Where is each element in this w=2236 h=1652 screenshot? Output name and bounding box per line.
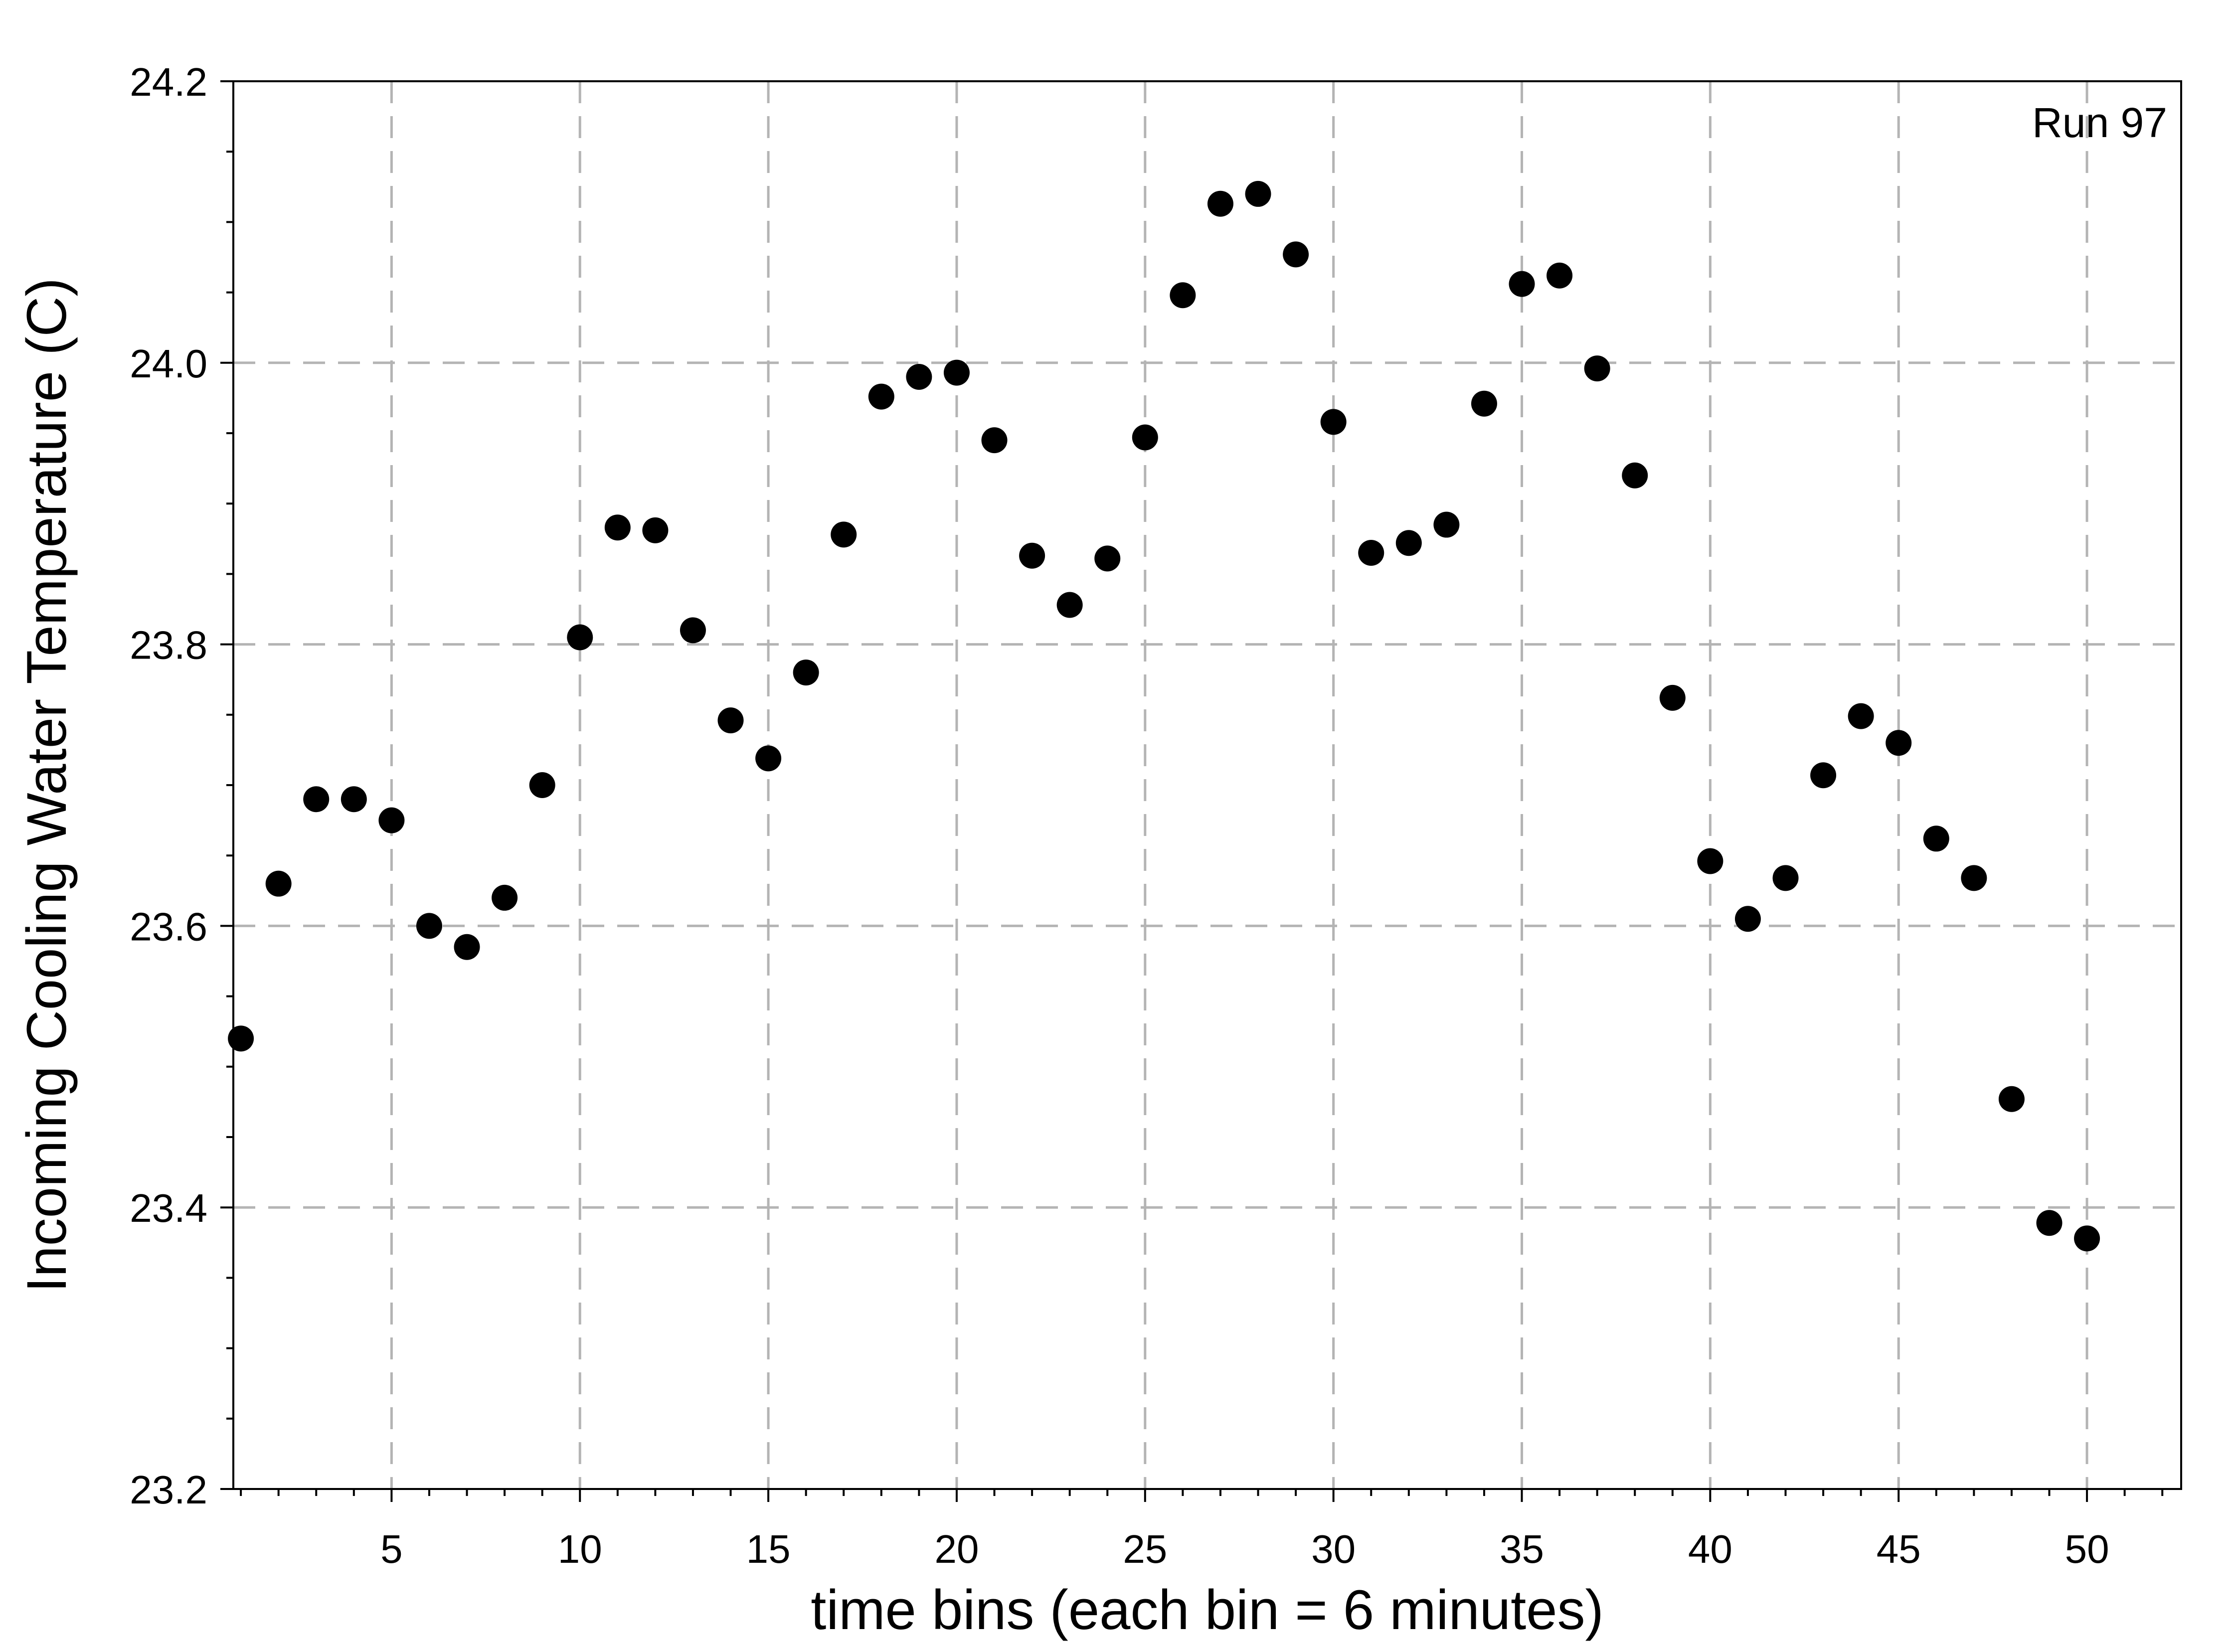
data-point (642, 517, 669, 543)
y-tick-label: 23.2 (130, 1468, 207, 1512)
data-point (1961, 865, 1987, 891)
data-point (567, 624, 593, 651)
data-point (492, 884, 518, 911)
data-point (1320, 409, 1347, 435)
data-point (303, 786, 330, 813)
y-tick-label: 24.0 (130, 341, 207, 386)
data-point (228, 1025, 254, 1052)
ticks-layer (220, 80, 2164, 1502)
data-point (981, 427, 1008, 454)
data-point (341, 786, 367, 813)
data-point (1471, 390, 1497, 417)
data-point (1509, 271, 1535, 297)
y-axis-title: Incoming Cooling Water Temperature (C) (15, 278, 78, 1292)
data-point (1547, 262, 1573, 289)
data-point (1170, 282, 1196, 309)
data-point (1584, 355, 1610, 382)
data-point (1622, 462, 1648, 489)
y-tick-label: 23.6 (130, 904, 207, 949)
x-tick-label: 45 (1877, 1527, 1921, 1571)
x-tick-label: 5 (380, 1527, 403, 1571)
data-point (1094, 545, 1121, 572)
data-point (1019, 542, 1045, 569)
data-point (717, 707, 744, 734)
data-point (1358, 540, 1384, 566)
run-annotation: Run 97 (2032, 99, 2167, 146)
data-point (755, 745, 782, 772)
x-tick-label: 30 (1311, 1527, 1356, 1571)
data-point (1998, 1086, 2025, 1112)
data-point (1772, 865, 1799, 891)
x-tick-label: 20 (934, 1527, 979, 1571)
data-point (1810, 762, 1837, 789)
data-point (1056, 592, 1083, 618)
data-point (831, 521, 857, 548)
data-point (1433, 511, 1460, 538)
x-tick-label: 15 (746, 1527, 791, 1571)
data-point (378, 807, 405, 833)
data-point (1207, 190, 1233, 217)
data-point (868, 383, 894, 410)
data-point (416, 913, 442, 939)
data-point (1395, 530, 1422, 556)
data-point (1886, 730, 1912, 756)
data-point (2074, 1225, 2100, 1252)
data-point (1283, 241, 1309, 268)
x-axis-title: time bins (each bin = 6 minutes) (811, 1579, 1604, 1641)
x-tick-label: 25 (1123, 1527, 1167, 1571)
plot-frame (232, 80, 2182, 1490)
data-point (1132, 424, 1158, 451)
data-point (1734, 906, 1761, 932)
data-point (1697, 848, 1723, 874)
data-point (454, 934, 480, 960)
data-point (943, 359, 970, 386)
grid-layer (233, 81, 2181, 1489)
data-point (604, 514, 631, 541)
x-tick-label: 40 (1688, 1527, 1732, 1571)
tick-labels-layer: 5 10 15 20 25 30 35 40 45 50 23.2 23.4 23.6 23.8 24.0 2… (130, 60, 2109, 1571)
data-point (906, 364, 932, 390)
data-point (1923, 826, 1949, 852)
points-layer (228, 180, 2100, 1252)
data-point (793, 660, 819, 686)
x-tick-label: 50 (2065, 1527, 2109, 1571)
data-point (529, 772, 555, 798)
y-tick-label: 23.4 (130, 1186, 207, 1230)
data-point (265, 870, 292, 897)
data-point (1848, 703, 1874, 729)
y-tick-label: 24.2 (130, 60, 207, 104)
y-tick-label: 23.8 (130, 623, 207, 667)
data-point (680, 617, 706, 644)
x-tick-label: 35 (1500, 1527, 1544, 1571)
x-tick-label: 10 (558, 1527, 602, 1571)
data-point (2036, 1210, 2063, 1236)
data-point (1659, 684, 1686, 711)
data-point (1245, 180, 1271, 207)
